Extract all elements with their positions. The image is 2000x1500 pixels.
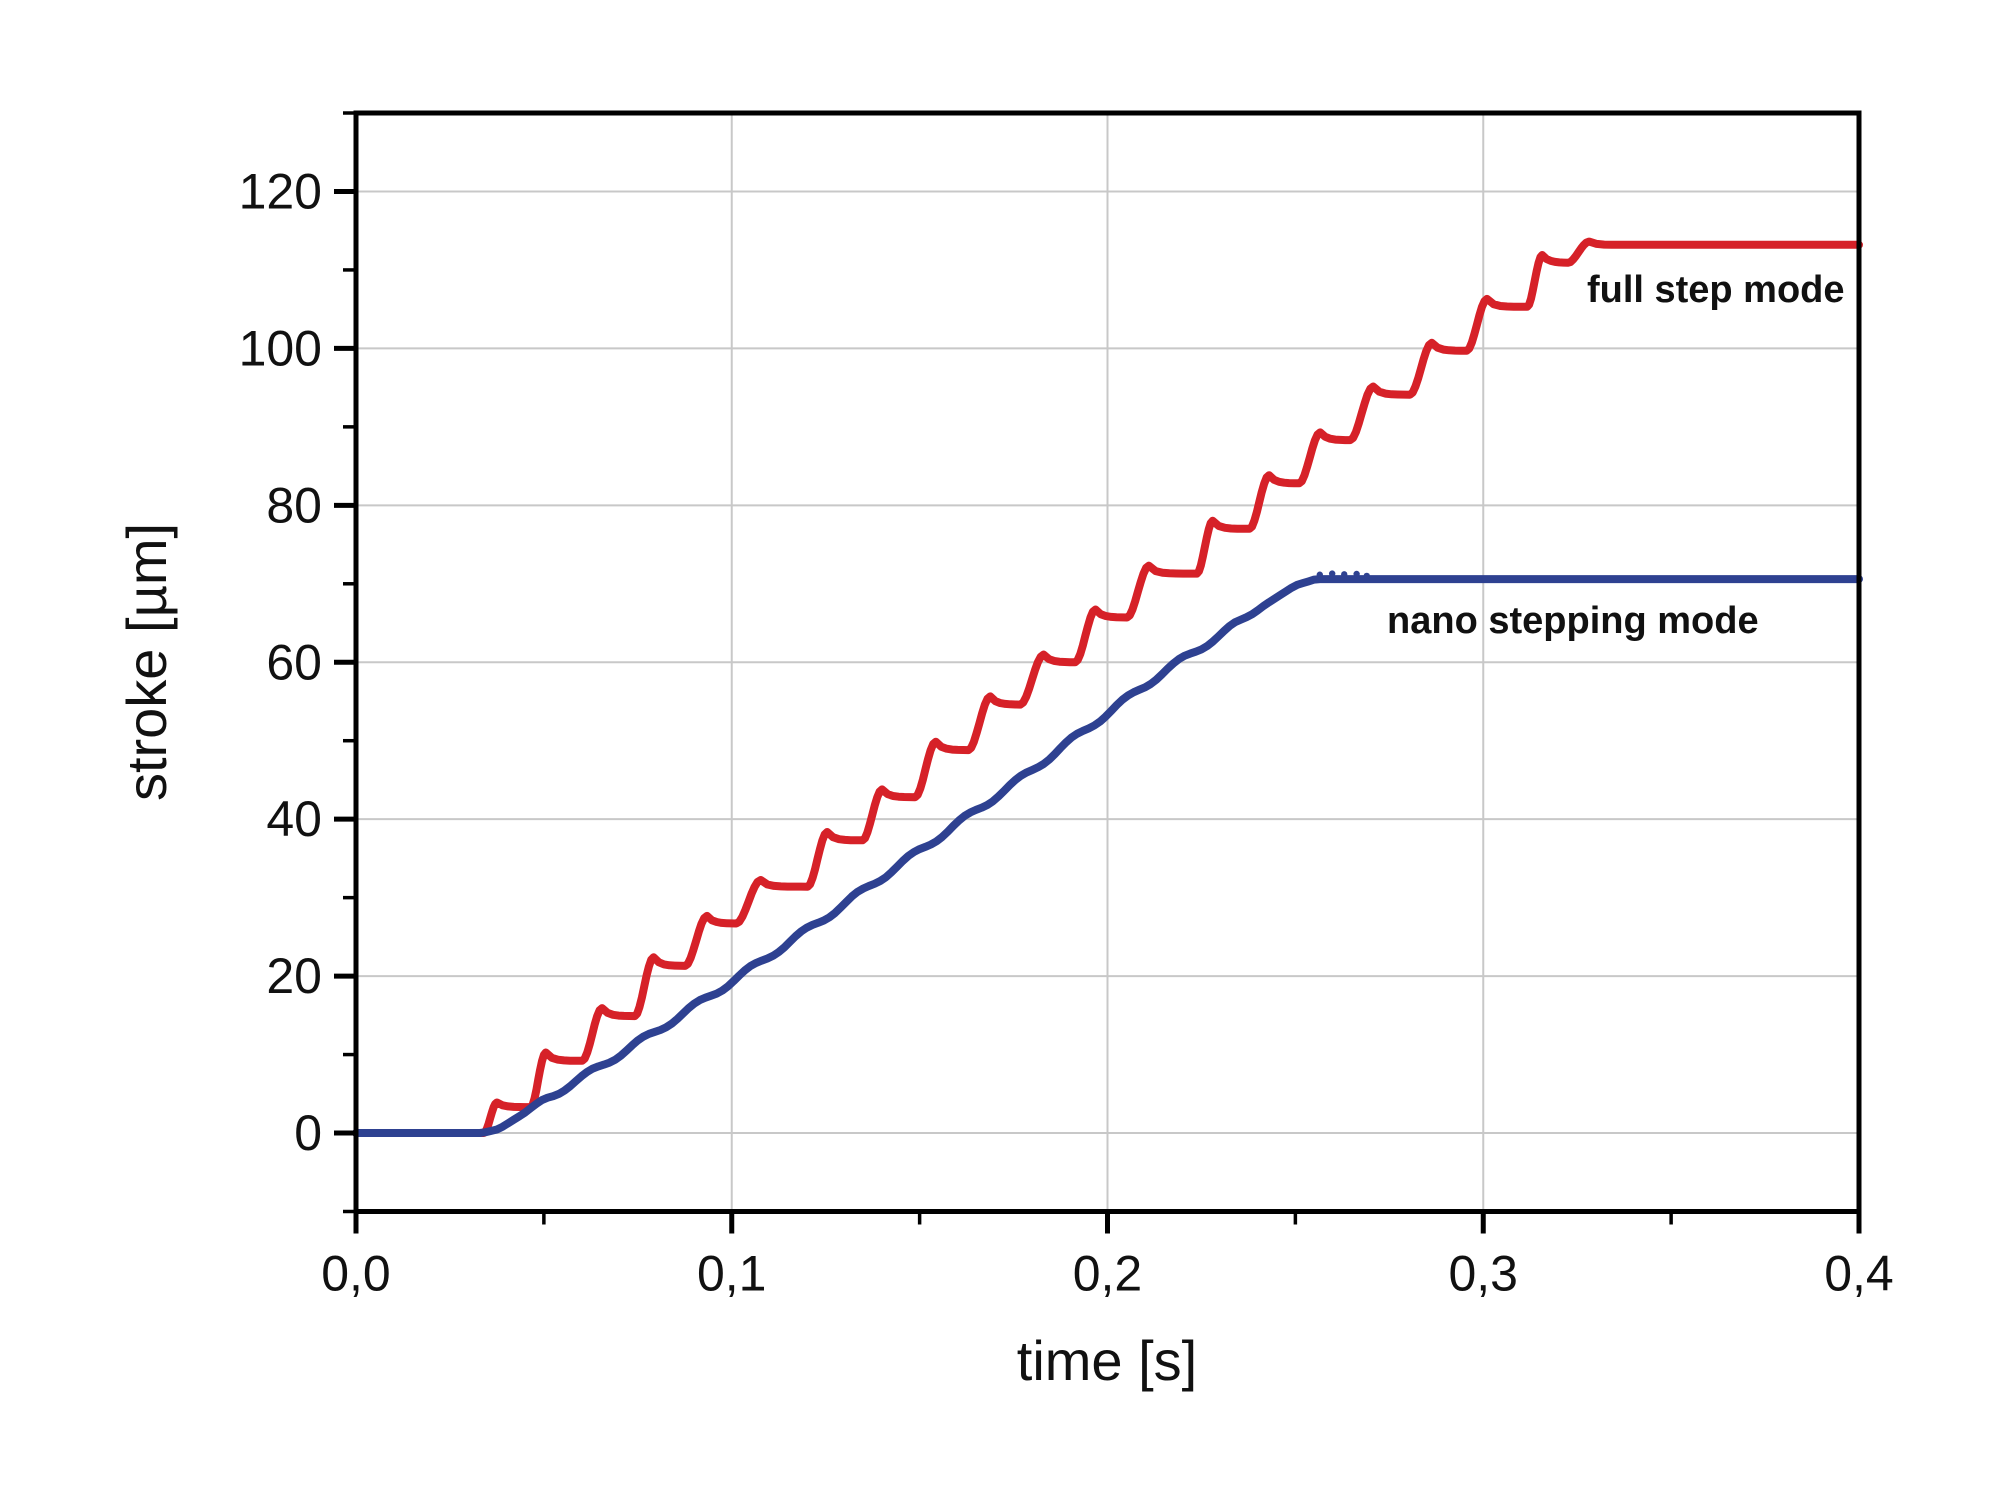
y-tick-label: 20 — [266, 948, 322, 1004]
curves — [352, 237, 1863, 1137]
series-label-full-step-mode: full step mode — [1587, 269, 1845, 311]
full-step-mode-curve — [352, 237, 1863, 1137]
axes: 0,0 0,1 0,2 0,3 0,4 0 20 40 60 80 100 120 — [239, 110, 1894, 1302]
y-axis-title: stroke [µm] — [115, 523, 178, 801]
series-label-nano-stepping-mode: nano stepping mode — [1387, 600, 1759, 642]
noise-dot — [1328, 570, 1336, 577]
y-tick-label: 40 — [266, 791, 322, 847]
y-tick-label: 100 — [239, 320, 322, 376]
x-tick-label: 0,0 — [321, 1246, 391, 1302]
y-tick-label: 60 — [266, 634, 322, 690]
noise-dot — [1341, 571, 1348, 578]
y-tick-label: 0 — [294, 1105, 322, 1161]
noise-dot — [1363, 572, 1370, 580]
noise-dot — [1316, 571, 1323, 578]
gridlines — [356, 113, 1859, 1212]
x-tick-label: 0,2 — [1073, 1246, 1143, 1302]
x-tick-label: 0,1 — [697, 1246, 767, 1302]
y-tick-label: 80 — [266, 477, 322, 533]
x-tick-label: 0,4 — [1824, 1246, 1894, 1302]
x-tick-label: 0,3 — [1448, 1246, 1518, 1302]
labels: time [s] stroke [µm] full step mode nano… — [115, 269, 1845, 1392]
noise-dot — [1353, 570, 1360, 578]
nano-stepping-mode-curve — [352, 575, 1863, 1137]
y-tick-label: 120 — [239, 163, 322, 219]
x-axis-title: time [s] — [1017, 1329, 1197, 1392]
